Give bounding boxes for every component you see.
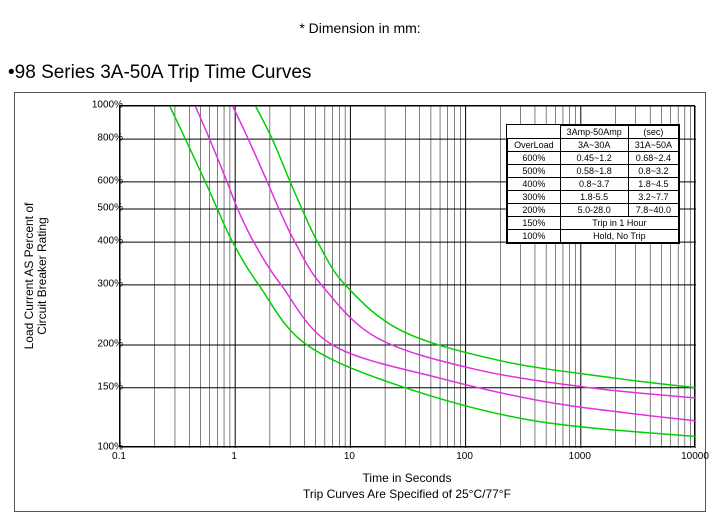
- x-tick: 10: [344, 451, 355, 462]
- y-tick: 100%: [97, 442, 123, 453]
- chart-subtitle: Trip Curves Are Specified of 25°C/77°F: [119, 487, 695, 501]
- y-axis-label: Load Current AS Percent of Circuit Break…: [23, 105, 51, 447]
- y-tick: 800%: [97, 133, 123, 144]
- chart-title: •98 Series 3A-50A Trip Time Curves: [8, 62, 311, 84]
- dimension-note: * Dimension in mm:: [0, 20, 720, 36]
- x-axis-label: Time in Seconds: [119, 471, 695, 485]
- y-tick: 600%: [97, 175, 123, 186]
- y-axis-label-line2: Circuit Breaker Rating: [35, 217, 49, 334]
- x-tick: 10000: [681, 451, 709, 462]
- y-tick: 500%: [97, 202, 123, 213]
- x-tick: 0.1: [112, 451, 126, 462]
- x-tick: 1000: [569, 451, 591, 462]
- plot-area: 3Amp-50Amp(sec)OverLoad3A~30A31A~50A600%…: [119, 105, 695, 447]
- y-tick: 300%: [97, 278, 123, 289]
- legend-table: 3Amp-50Amp(sec)OverLoad3A~30A31A~50A600%…: [506, 124, 680, 244]
- chart-container: Load Current AS Percent of Circuit Break…: [14, 92, 706, 512]
- y-axis-label-line1: Load Current AS Percent of: [22, 203, 36, 350]
- y-tick: 1000%: [92, 100, 123, 111]
- y-tick: 400%: [97, 236, 123, 247]
- x-tick: 1: [231, 451, 237, 462]
- y-tick: 150%: [97, 381, 123, 392]
- x-tick: 100: [456, 451, 473, 462]
- y-tick: 200%: [97, 339, 123, 350]
